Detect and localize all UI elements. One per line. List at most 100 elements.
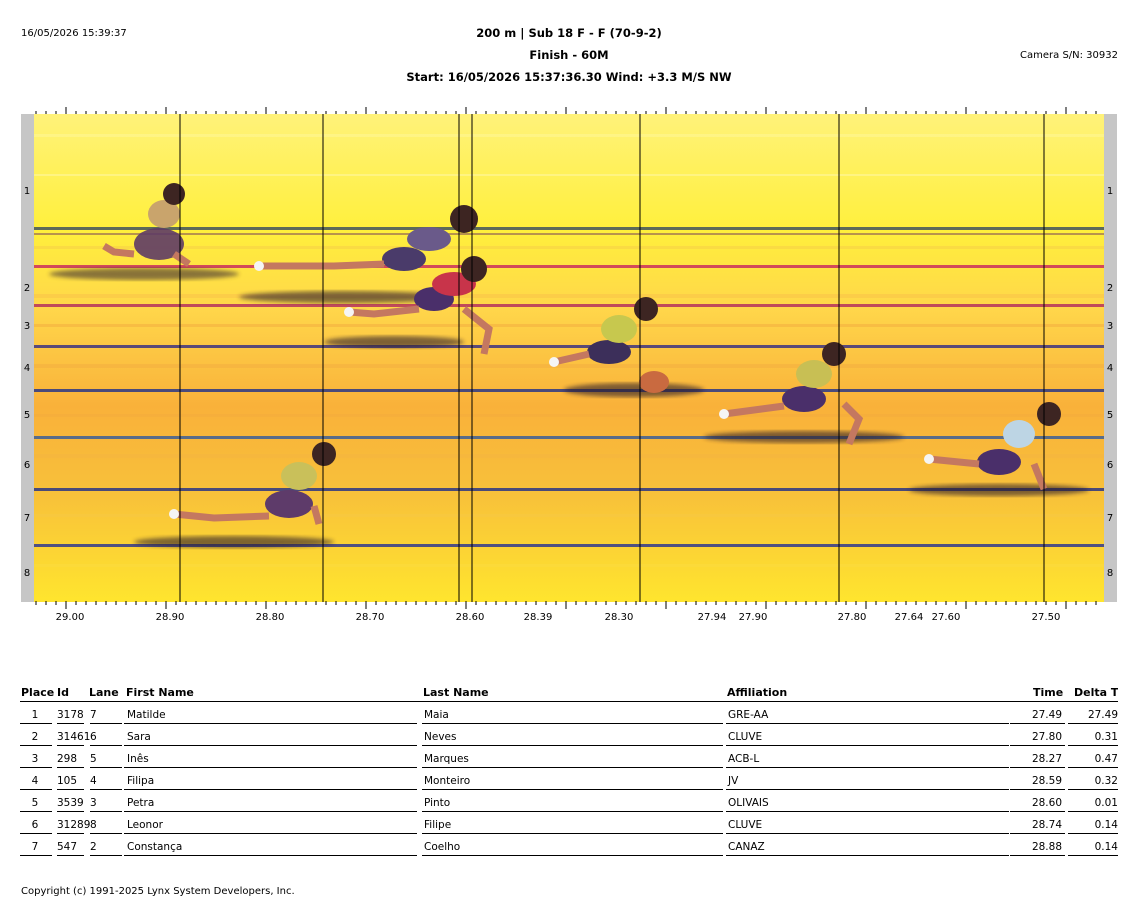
cell-time: 27.49 [1031,709,1062,721]
cell-place: 1 [31,709,39,721]
row-underline [726,745,1009,746]
row-underline [57,767,84,768]
axis-tick-label: 29.00 [55,612,85,623]
col-header-last-name: Last Name [423,686,489,699]
cell-delta: 0.31 [1094,731,1118,743]
cell-id: 3539 [57,797,84,809]
axis-tick-label: 27.90 [738,612,768,623]
print-datetime: 16/05/2026 15:39:37 [21,28,127,39]
bottom-ruler [35,601,1097,609]
row-underline [124,833,417,834]
cell-time: 28.88 [1031,841,1062,853]
cell-last: Neves [424,731,457,743]
lane-label-right-6: 6 [1106,460,1114,471]
cell-id: 3178 [57,709,84,721]
row-underline [90,723,122,724]
row-underline [57,811,84,812]
lane-label-left-6: 6 [23,460,31,471]
col-header-first-name: First Name [126,686,194,699]
cell-affiliation: CLUVE [728,731,763,743]
cell-affiliation: OLIVAIS [728,797,769,809]
cell-affiliation: ACB-L [728,753,760,765]
row-underline [726,855,1009,856]
cell-place: 5 [31,797,39,809]
photo-finish-image [34,114,1104,602]
row-underline [1068,767,1118,768]
col-header-place: Place [21,686,55,699]
right-lane-bar [1104,114,1117,602]
cell-last: Filipe [424,819,452,831]
cell-first: Petra [127,797,155,809]
cell-time: 28.60 [1031,797,1062,809]
lane-label-right-3: 3 [1106,321,1114,332]
col-header-delta-time: Delta Ti [1074,686,1118,699]
row-underline [90,789,122,790]
cell-lane: 3 [90,797,97,809]
cell-place: 4 [31,775,39,787]
row-underline [422,855,723,856]
cell-first: Filipa [127,775,155,787]
row-underline [124,855,417,856]
cell-first: Constança [127,841,183,853]
row-underline [90,767,122,768]
cell-affiliation: GRE-AA [728,709,769,721]
row-underline [90,811,122,812]
event-subtitle: Finish - 60M [529,48,609,62]
row-underline [20,811,52,812]
cell-last: Coelho [424,841,461,853]
cell-delta: 0.14 [1094,819,1118,831]
cell-delta: 0.32 [1094,775,1118,787]
row-underline [90,855,122,856]
row-underline [124,789,417,790]
row-underline [1068,789,1118,790]
row-underline [726,789,1009,790]
lane-label-left-8: 8 [23,568,31,579]
row-underline [1068,811,1118,812]
axis-tick-label: 28.39 [523,612,553,623]
cell-affiliation: CANAZ [728,841,765,853]
row-underline [57,745,84,746]
row-underline [422,811,723,812]
athlete-lane-3 [324,256,493,355]
row-underline [1068,833,1118,834]
row-underline [726,767,1009,768]
cell-place: 6 [31,819,39,831]
cell-id: 105 [57,775,78,787]
col-header-id: Id [57,686,69,699]
cell-affiliation: CLUVE [728,819,763,831]
axis-tick-label: 27.80 [837,612,867,623]
cell-affiliation: JV [728,775,739,787]
row-underline [726,723,1009,724]
row-underline [1010,723,1065,724]
row-underline [1010,789,1065,790]
athlete-lane-4 [549,297,704,397]
cell-id: 298 [57,753,78,765]
axis-tick-label: 28.60 [455,612,485,623]
cell-first: Matilde [127,709,166,721]
header-rule [20,701,1118,702]
lane-label-right-1: 1 [1106,186,1114,197]
row-underline [20,855,52,856]
cell-first: Leonor [127,819,163,831]
row-underline [57,855,84,856]
lane-label-right-7: 7 [1106,513,1114,524]
cell-first: Inês [127,753,149,765]
row-underline [90,833,122,834]
athlete-lane-5 [704,342,904,446]
cell-lane: 6 [90,731,97,743]
row-underline [124,745,417,746]
lane-label-right-4: 4 [1106,363,1114,374]
cell-id: 547 [57,841,78,853]
lane-label-right-8: 8 [1106,568,1114,579]
cell-time: 27.80 [1031,731,1062,743]
row-underline [90,745,122,746]
cell-lane: 4 [90,775,97,787]
cell-last: Maia [424,709,449,721]
axis-tick-label: 27.50 [1031,612,1061,623]
lane-label-left-5: 5 [23,410,31,421]
axis-tick-label: 28.90 [155,612,185,623]
cell-id: 31289 [57,819,91,831]
cell-last: Monteiro [424,775,471,787]
row-underline [124,723,417,724]
row-underline [1068,745,1118,746]
